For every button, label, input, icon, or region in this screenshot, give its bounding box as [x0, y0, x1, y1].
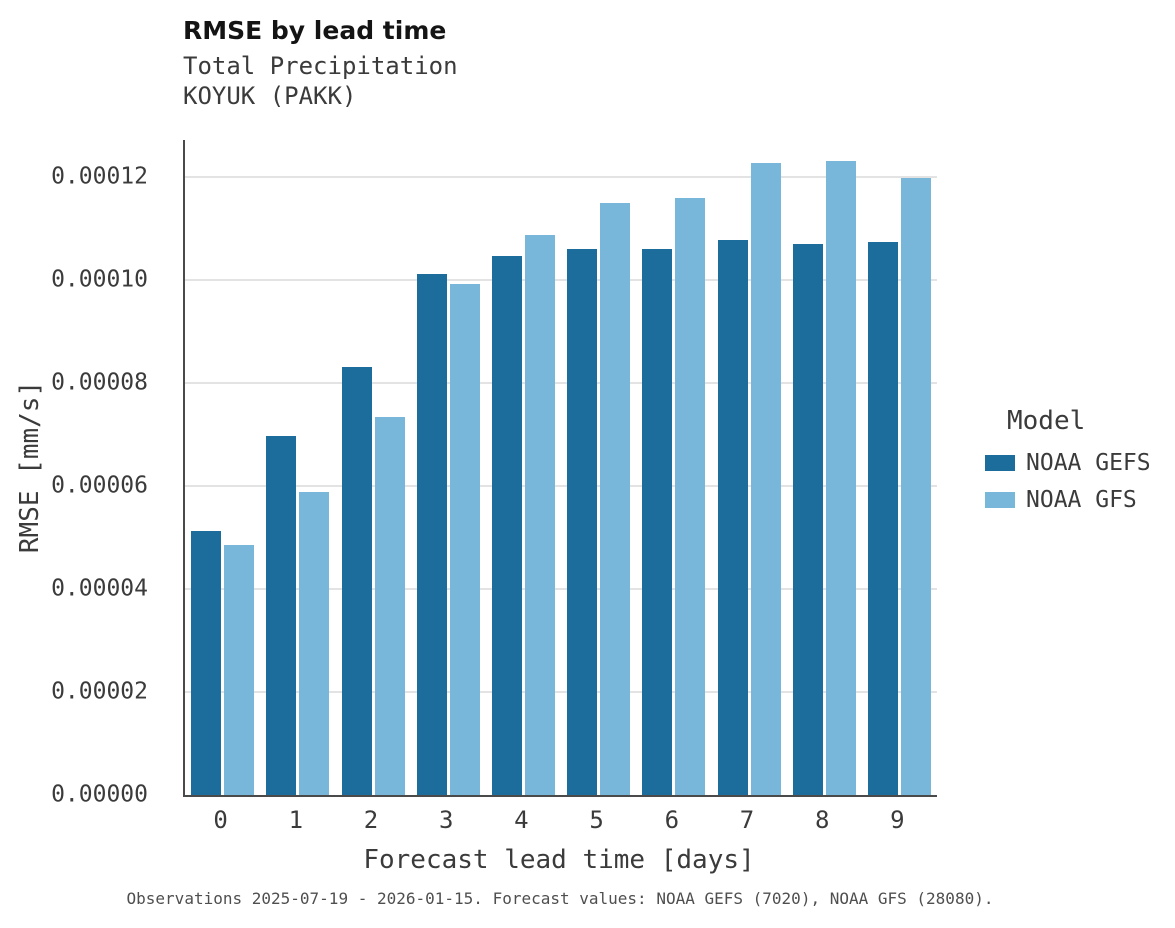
bar-noaa-gfs [374, 417, 405, 795]
bar-group [185, 140, 260, 795]
chart-subtitle-variable: Total Precipitation [183, 52, 458, 80]
gridline [185, 588, 937, 591]
x-tick-label: 9 [890, 806, 905, 834]
legend-label-gefs: NOAA GEFS [1026, 450, 1151, 476]
bar-noaa-gefs [642, 248, 673, 795]
bar-noaa-gefs [792, 243, 823, 795]
y-tick-label: 0.00004 [51, 575, 148, 602]
legend-item: NOAA GEFS [985, 450, 1151, 476]
bar-noaa-gfs [825, 161, 856, 795]
x-axis-title: Forecast lead time [days] [363, 845, 755, 875]
bar-noaa-gfs [524, 234, 555, 795]
legend-title: Model [1007, 406, 1086, 436]
x-tick-label: 0 [213, 806, 228, 834]
x-axis-labels: 0 1 2 3 4 5 6 7 8 9 [183, 806, 935, 836]
gridline [185, 382, 937, 385]
gridline [185, 485, 937, 488]
bar-noaa-gefs [266, 435, 297, 795]
legend: Model NOAA GEFS NOAA GFS [985, 406, 1151, 524]
y-tick-label: 0.00012 [51, 163, 148, 190]
y-tick-label: 0.00006 [51, 472, 148, 499]
bar-group [711, 140, 786, 795]
legend-label-gfs: NOAA GFS [1026, 487, 1137, 513]
bar-noaa-gfs [675, 197, 706, 795]
plot-area [183, 140, 937, 797]
caption: Observations 2025-07-19 - 2026-01-15. Fo… [126, 889, 994, 908]
bar-noaa-gefs [867, 242, 898, 795]
bar-group [561, 140, 636, 795]
bar-noaa-gefs [191, 531, 222, 795]
gridline [185, 691, 937, 694]
legend-swatch-gfs [985, 492, 1015, 508]
bar-group [486, 140, 561, 795]
x-tick-label: 8 [814, 806, 830, 834]
bar-noaa-gefs [416, 274, 447, 795]
y-tick-label: 0.00002 [51, 678, 148, 705]
bar-noaa-gfs [900, 177, 931, 795]
bar-group [636, 140, 711, 795]
bar-group [411, 140, 486, 795]
y-tick-label: 0.00000 [51, 781, 148, 808]
x-tick-label: 7 [739, 806, 755, 834]
legend-swatch-gefs [985, 455, 1015, 471]
y-axis-labels: 0.00000 0.00002 0.00004 0.00006 0.00008 0.000… [0, 140, 168, 806]
bar-group [862, 140, 937, 795]
chart-title: RMSE by lead time [183, 16, 447, 45]
bar-noaa-gfs [224, 545, 255, 795]
bar-group [787, 140, 862, 795]
x-tick-label: 5 [589, 806, 604, 834]
bar-noaa-gefs [491, 255, 522, 795]
bar-noaa-gfs [299, 491, 330, 795]
x-tick-label: 1 [288, 806, 304, 834]
legend-item: NOAA GFS [985, 487, 1151, 513]
x-tick-label: 2 [363, 806, 379, 834]
chart-subtitle-station: KOYUK (PAKK) [183, 82, 357, 110]
bar-noaa-gfs [750, 163, 781, 795]
bar-noaa-gfs [600, 202, 631, 795]
bar-groups [185, 140, 937, 795]
gridline [185, 176, 937, 179]
bar-noaa-gefs [341, 366, 372, 795]
x-tick-label: 3 [438, 806, 454, 834]
bar-group [260, 140, 335, 795]
bar-noaa-gefs [567, 248, 598, 795]
bar-group [335, 140, 410, 795]
gridline [185, 279, 937, 282]
bar-noaa-gfs [449, 283, 480, 795]
y-tick-label: 0.00008 [51, 369, 148, 396]
y-tick-label: 0.00010 [51, 266, 148, 293]
x-tick-label: 6 [664, 806, 680, 834]
x-tick-label: 4 [514, 806, 529, 834]
bar-noaa-gefs [717, 240, 748, 795]
